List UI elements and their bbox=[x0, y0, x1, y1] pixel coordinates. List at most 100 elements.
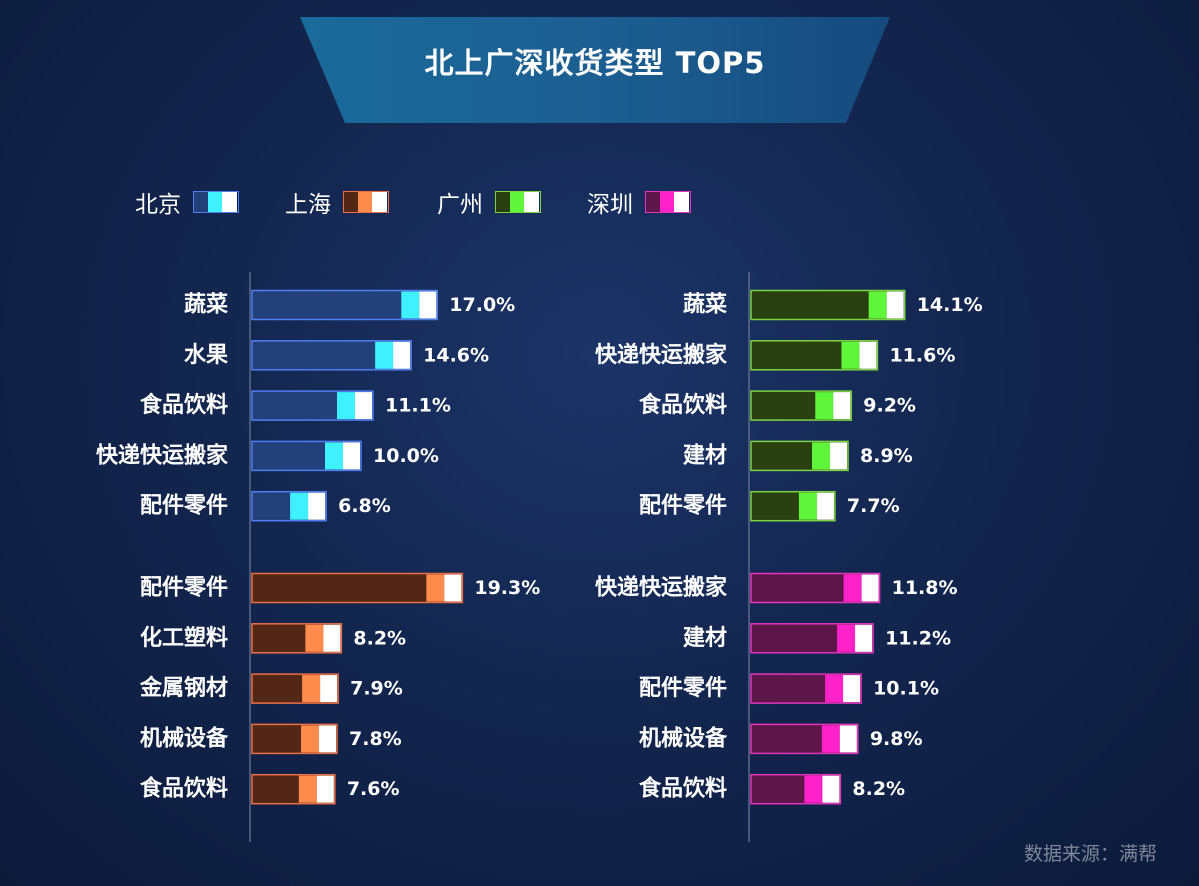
value-label: 14.6% bbox=[423, 344, 489, 366]
bar bbox=[251, 490, 327, 522]
chart-panel-2: 配件零件 19.3% 化工塑料 8.2% 金属钢材 7.9% 机械设备 7.8% 食品饮料 7.6… bbox=[139, 572, 540, 805]
bar bbox=[251, 623, 343, 654]
category-label: 快递快运搬家 bbox=[96, 442, 229, 468]
legend-swatch bbox=[343, 191, 389, 213]
category-label: 蔬菜 bbox=[683, 293, 727, 318]
chart-title: 北上广深收货类型 TOP5 bbox=[424, 46, 766, 80]
bar-accent bbox=[305, 624, 324, 652]
category-label: 配件零件 bbox=[639, 676, 727, 701]
value-label: 9.8% bbox=[870, 728, 923, 750]
bar-accent bbox=[426, 574, 445, 602]
value-label: 7.6% bbox=[347, 778, 400, 800]
bar-accent bbox=[837, 624, 856, 652]
bar-cap bbox=[839, 725, 857, 753]
value-label: 9.2% bbox=[863, 395, 916, 417]
value-label: 7.7% bbox=[847, 495, 900, 517]
bar-cap bbox=[316, 775, 334, 803]
bar-cap bbox=[323, 624, 341, 652]
value-label: 7.9% bbox=[350, 678, 403, 700]
legend-swatch bbox=[193, 191, 239, 213]
category-label: 食品饮料 bbox=[639, 392, 727, 418]
bar-accent bbox=[290, 492, 309, 520]
category-label: 蔬菜 bbox=[184, 293, 228, 318]
bar-cap bbox=[859, 341, 877, 369]
category-label: 快递快运搬家 bbox=[595, 342, 728, 368]
bar bbox=[750, 623, 874, 654]
category-label: 机械设备 bbox=[140, 725, 229, 751]
category-label: 食品饮料 bbox=[140, 776, 228, 802]
bar-accent bbox=[821, 725, 840, 753]
bar-accent bbox=[843, 574, 862, 602]
value-label: 14.1% bbox=[917, 294, 983, 316]
bar-cap bbox=[444, 574, 462, 602]
value-label: 7.8% bbox=[349, 728, 402, 750]
category-label: 食品饮料 bbox=[639, 776, 727, 802]
legend-swatch bbox=[495, 191, 541, 213]
category-label: 配件零件 bbox=[140, 576, 228, 601]
bar-cap bbox=[855, 624, 873, 652]
bar-cap bbox=[343, 442, 360, 470]
bar bbox=[251, 340, 412, 371]
chart-panel-1: 蔬菜 14.1% 快递快运搬家 11.6% 食品饮料 9.2% 建材 8.9% 配件零件 7.7% bbox=[595, 289, 983, 522]
bar-cap bbox=[320, 675, 338, 703]
bar-accent bbox=[336, 392, 355, 420]
data-source: 数据来源：满帮 bbox=[1023, 843, 1157, 865]
bar bbox=[750, 390, 853, 421]
bar-cap bbox=[393, 341, 411, 369]
bar-cap bbox=[830, 442, 848, 470]
bar bbox=[251, 723, 338, 755]
bar-cap bbox=[816, 492, 834, 520]
value-label: 10.0% bbox=[373, 445, 439, 467]
bar-cap bbox=[822, 775, 840, 803]
value-label: 8.2% bbox=[353, 627, 406, 649]
bar-accent bbox=[301, 725, 320, 753]
chart-panel-3: 快递快运搬家 11.8% 建材 11.2% 配件零件 10.1% 机械设备 9.8% 食品饮料 8… bbox=[595, 572, 958, 805]
legend-label: 深圳 bbox=[587, 192, 633, 218]
bar bbox=[750, 490, 836, 522]
value-label: 6.8% bbox=[338, 495, 391, 517]
legend-label: 上海 bbox=[285, 192, 331, 218]
legend-swatch bbox=[645, 191, 691, 213]
bar-accent bbox=[804, 775, 823, 803]
bar-accent bbox=[812, 442, 831, 470]
value-label: 11.8% bbox=[892, 577, 958, 599]
legend-item-shanghai: 上海 bbox=[285, 187, 389, 218]
bar bbox=[251, 773, 336, 805]
bar-cap bbox=[886, 291, 904, 319]
value-label: 11.6% bbox=[889, 344, 955, 366]
bar-accent bbox=[298, 775, 317, 803]
bar-accent bbox=[841, 341, 860, 369]
category-label: 化工塑料 bbox=[140, 625, 228, 651]
bar-accent bbox=[375, 341, 394, 369]
category-label: 快递快运搬家 bbox=[595, 575, 728, 601]
category-label: 配件零件 bbox=[639, 494, 727, 519]
bar-accent bbox=[302, 675, 321, 703]
bar bbox=[251, 572, 464, 604]
legend-item-guangzhou: 广州 bbox=[437, 187, 541, 218]
value-label: 8.2% bbox=[852, 778, 905, 800]
category-label: 建材 bbox=[683, 626, 727, 651]
bar bbox=[750, 723, 859, 755]
value-label: 8.9% bbox=[860, 445, 913, 467]
bar-cap bbox=[419, 291, 437, 319]
bar-accent bbox=[798, 492, 817, 520]
category-label: 水果 bbox=[184, 343, 228, 368]
bar bbox=[750, 289, 906, 321]
bar-accent bbox=[401, 291, 420, 319]
category-label: 机械设备 bbox=[639, 725, 728, 751]
bar-cap bbox=[843, 675, 861, 703]
category-label: 建材 bbox=[683, 443, 727, 468]
bar-cap bbox=[861, 574, 879, 602]
legend-item-shenzhen: 深圳 bbox=[587, 187, 691, 218]
bar-accent bbox=[868, 291, 887, 319]
bar bbox=[251, 673, 339, 704]
title-banner bbox=[300, 17, 890, 123]
bar bbox=[750, 572, 881, 604]
bar-accent bbox=[815, 392, 834, 420]
bar bbox=[251, 390, 374, 421]
category-label: 金属钢材 bbox=[139, 675, 228, 701]
bar-cap bbox=[833, 392, 851, 420]
chart-panel-0: 蔬菜 17.0% 水果 14.6% 食品饮料 11.1% 快递快运搬家 10.0% 配件零件 6.… bbox=[96, 289, 515, 522]
value-label: 19.3% bbox=[474, 577, 540, 599]
